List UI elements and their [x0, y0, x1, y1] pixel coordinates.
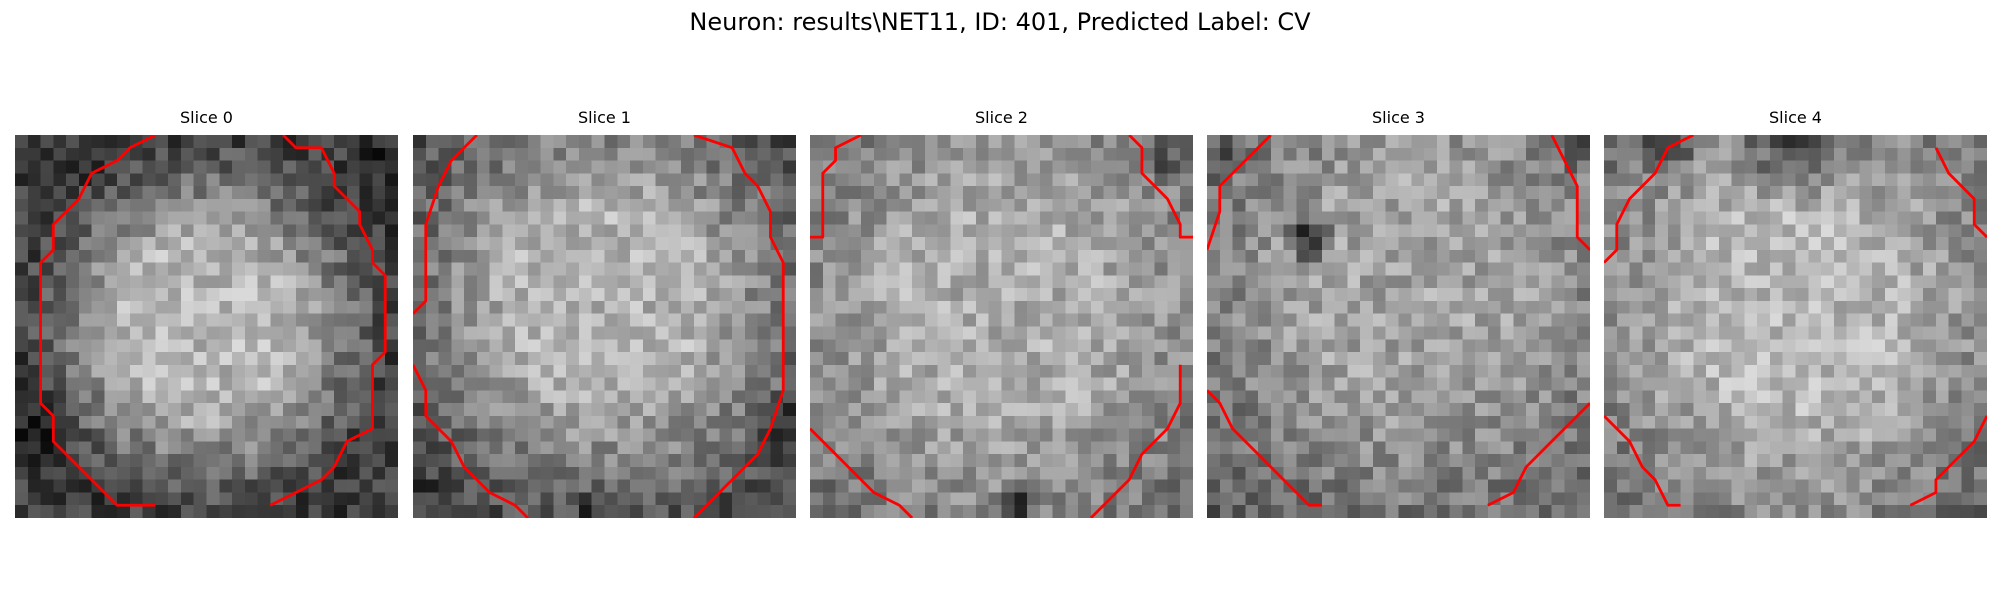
contour-line — [1207, 389, 1322, 507]
slice-image-0 — [15, 135, 398, 518]
slice-title-0: Slice 0 — [180, 108, 233, 127]
slice-panel-1: Slice 1 — [413, 108, 796, 518]
slice-title-4: Slice 4 — [1769, 108, 1822, 127]
slice-image-4 — [1604, 135, 1987, 518]
contour-line — [1207, 135, 1272, 251]
contour-line — [1550, 135, 1590, 251]
contour-line — [269, 135, 387, 507]
slice-title-2: Slice 2 — [975, 108, 1028, 127]
slice-panel-2: Slice 2 — [810, 108, 1193, 518]
contour-line — [1487, 402, 1590, 507]
slice-panel-4: Slice 4 — [1604, 108, 1987, 518]
contour-line — [810, 427, 914, 518]
slice-title-3: Slice 3 — [1372, 108, 1425, 127]
contour-line — [413, 135, 478, 315]
slice-title-1: Slice 1 — [578, 108, 631, 127]
contour-line — [1604, 135, 1694, 264]
contour-line — [810, 135, 862, 239]
contour-line — [692, 135, 785, 518]
slice-image-2 — [810, 135, 1193, 518]
figure-title: Neuron: results\NET11, ID: 401, Predicte… — [689, 8, 1311, 36]
slice-panel-0: Slice 0 — [15, 108, 398, 518]
slice-image-3 — [1207, 135, 1590, 518]
contour-line — [1909, 415, 1987, 507]
contour-line — [1128, 135, 1193, 239]
contour-line — [1604, 414, 1681, 507]
contour-line — [413, 364, 529, 518]
contour-line — [39, 135, 157, 507]
contour-line — [1934, 147, 1987, 239]
slice-panel-3: Slice 3 — [1207, 108, 1590, 518]
slice-image-1 — [413, 135, 796, 518]
contour-line — [1089, 364, 1182, 518]
